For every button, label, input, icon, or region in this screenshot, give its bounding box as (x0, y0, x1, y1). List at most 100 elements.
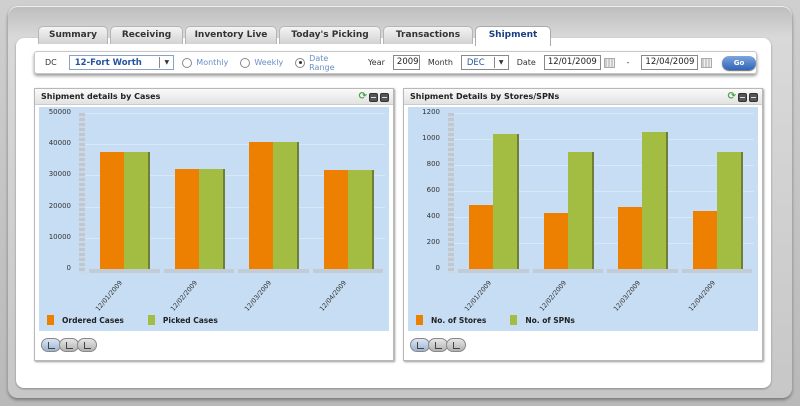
y-tick-label: 20000 (48, 201, 71, 210)
panel-title: Shipment Details by Stores/SPNs (410, 92, 560, 101)
line-chart-icon (66, 342, 73, 349)
radio-date-range-label: Date Range (309, 53, 335, 72)
radio-selected-icon (295, 57, 306, 68)
legend-label: Ordered Cases (62, 315, 124, 325)
gridline (79, 113, 385, 114)
go-button[interactable]: Go (722, 55, 756, 70)
calendar-icon[interactable] (701, 57, 713, 68)
gridline (448, 165, 754, 166)
chart-type-switcher (41, 338, 97, 352)
y-tick-label: 800 (426, 160, 440, 168)
x-tick-label: 12/04/2009 (686, 279, 717, 313)
year-input[interactable]: 2009 (392, 55, 420, 70)
panel-title: Shipment details by Cases (41, 92, 161, 101)
minimize-icon[interactable] (369, 92, 378, 102)
radio-monthly-label: Monthly (196, 58, 229, 67)
x-tick-label: 12/01/2009 (463, 279, 494, 313)
line-chart-type-button[interactable] (59, 338, 79, 352)
y-tick-label: 1000 (422, 134, 440, 142)
minimize-icon[interactable] (738, 92, 747, 102)
x-axis-segment (532, 269, 603, 273)
panel-header: Shipment Details by Stores/SPNs ⟳ (404, 89, 762, 105)
tab-summary[interactable]: Summary (38, 26, 108, 44)
bar-picked-cases (198, 169, 223, 269)
line-chart-type-button[interactable] (428, 338, 448, 352)
chevron-down-icon[interactable]: ▼ (159, 57, 173, 68)
calendar-icon[interactable] (603, 57, 615, 68)
table-chart-type-button[interactable] (446, 338, 466, 352)
date-label: Date (516, 58, 536, 67)
collapse-icon[interactable] (380, 92, 389, 102)
bar-no-of-spns (642, 131, 667, 269)
tab-todays-picking[interactable]: Today's Picking (279, 26, 381, 44)
date-from-input[interactable]: 12/01/2009 (543, 55, 601, 70)
tab-inventory-live[interactable]: Inventory Live (185, 26, 277, 44)
y-tick-label: 200 (426, 238, 440, 246)
x-axis-segment (312, 269, 383, 273)
gridline (79, 144, 385, 146)
chart-plot-area: 0 10000 20000 30000 40000 50000 12/01/2009 12/0… (39, 107, 389, 331)
gridline (448, 191, 754, 192)
radio-circle-icon (182, 57, 193, 68)
refresh-icon[interactable]: ⟳ (358, 91, 367, 102)
y-tick-label: 30000 (48, 170, 71, 179)
y-tick-label: 1200 (422, 108, 440, 116)
bar-chart-icon (48, 342, 55, 349)
columns-icon (84, 342, 91, 349)
x-tick-label: 12/02/2009 (537, 279, 568, 313)
x-tick-label: 12/04/2009 (317, 279, 348, 313)
bar-chart-type-button[interactable] (410, 338, 430, 352)
radio-monthly[interactable]: Monthly (182, 57, 229, 68)
chart-type-switcher (410, 338, 466, 352)
tab-receiving[interactable]: Receiving (110, 26, 183, 44)
date-separator: - (626, 58, 630, 67)
x-tick-label: 12/02/2009 (168, 279, 199, 313)
legend-swatch (416, 315, 423, 325)
y-axis (79, 113, 85, 273)
y-tick-label: 40000 (48, 139, 71, 148)
stores-spns-chart-panel: Shipment Details by Stores/SPNs ⟳ 0 200 40… (403, 88, 763, 361)
bar-no-of-stores (692, 211, 717, 269)
cases-chart-panel: Shipment details by Cases ⟳ 0 10000 20000 3… (34, 88, 394, 361)
y-tick-label: 600 (426, 186, 440, 194)
chevron-down-icon[interactable]: ▼ (493, 57, 508, 68)
y-tick-label: 400 (426, 212, 440, 220)
legend-label: Picked Cases (162, 315, 218, 325)
y-tick-label: 0 (435, 264, 440, 272)
x-tick-label: 12/03/2009 (243, 279, 274, 313)
gridline (79, 175, 385, 177)
bar-picked-cases (273, 142, 298, 269)
x-axis-segment (681, 269, 752, 273)
columns-icon (453, 342, 460, 349)
chart-plot-area: 0 200 400 600 800 1000 1200 12/01/2009 12/02/200… (408, 107, 758, 331)
line-chart-icon (435, 342, 442, 349)
bar-chart-icon (417, 342, 424, 349)
gridline (448, 243, 754, 244)
radio-weekly-label: Weekly (254, 58, 284, 67)
bar-picked-cases (347, 170, 372, 269)
refresh-icon[interactable]: ⟳ (727, 91, 736, 102)
tab-bar: Summary Receiving Inventory Live Today's… (38, 26, 551, 46)
gridline (448, 139, 754, 140)
bar-no-of-spns (567, 152, 592, 269)
bar-ordered-cases (323, 170, 348, 269)
month-label: Month (427, 58, 453, 67)
dc-select[interactable]: 12-Fort Worth ▼ (68, 55, 175, 70)
gridline (79, 206, 385, 208)
bar-no-of-spns (716, 152, 741, 269)
bar-chart-type-button[interactable] (41, 338, 61, 352)
date-to-input[interactable]: 12/04/2009 (641, 55, 699, 70)
legend-swatch (510, 315, 518, 325)
collapse-icon[interactable] (749, 92, 758, 102)
radio-date-range[interactable]: Date Range (295, 54, 356, 72)
y-tick-label: 10000 (48, 232, 71, 241)
month-select[interactable]: DEC ▼ (460, 55, 509, 70)
table-chart-type-button[interactable] (77, 338, 97, 352)
tab-transactions[interactable]: Transactions (383, 26, 473, 44)
bar-no-of-stores (618, 206, 643, 269)
tab-shipment[interactable]: Shipment (475, 26, 551, 46)
filter-bar: DC 12-Fort Worth ▼ Monthly Weekly Date R… (34, 51, 757, 74)
radio-weekly[interactable]: Weekly (240, 57, 284, 68)
x-axis-segment (607, 269, 678, 273)
gridline (448, 217, 754, 218)
